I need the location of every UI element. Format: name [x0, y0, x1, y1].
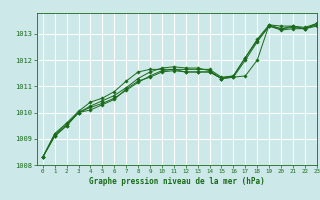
X-axis label: Graphe pression niveau de la mer (hPa): Graphe pression niveau de la mer (hPa) — [89, 177, 265, 186]
